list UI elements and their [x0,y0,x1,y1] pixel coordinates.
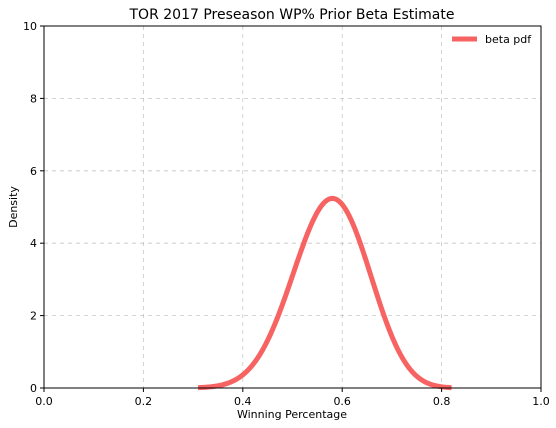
x-tick-label: 0.8 [433,395,451,408]
plot-frame [43,25,542,389]
x-tick-label: 0.2 [135,395,153,408]
y-tick-label: 6 [30,165,37,178]
legend: beta pdf [452,33,532,46]
y-tick-label: 2 [30,310,37,323]
chart-title: TOR 2017 Preseason WP% Prior Beta Estima… [129,7,455,23]
x-tick-label: 0.0 [35,395,53,408]
y-tick-label: 4 [30,237,37,250]
y-axis-label: Density [7,186,20,228]
legend-label: beta pdf [485,33,532,46]
x-tick-label: 0.4 [234,395,252,408]
x-axis-label: Winning Percentage [237,408,347,421]
beta-pdf-line [196,195,453,391]
x-tick-label: 0.6 [333,395,351,408]
series-group [196,195,453,391]
x-tick-label: 1.0 [532,395,550,408]
x-axis: 0.0 0.2 0.4 0.6 0.8 1.0 [35,388,550,408]
y-tick-label: 10 [23,20,37,33]
y-tick-label: 0 [30,382,37,395]
y-tick-label: 8 [30,92,37,105]
y-axis: 0 2 4 6 8 10 [23,20,44,395]
